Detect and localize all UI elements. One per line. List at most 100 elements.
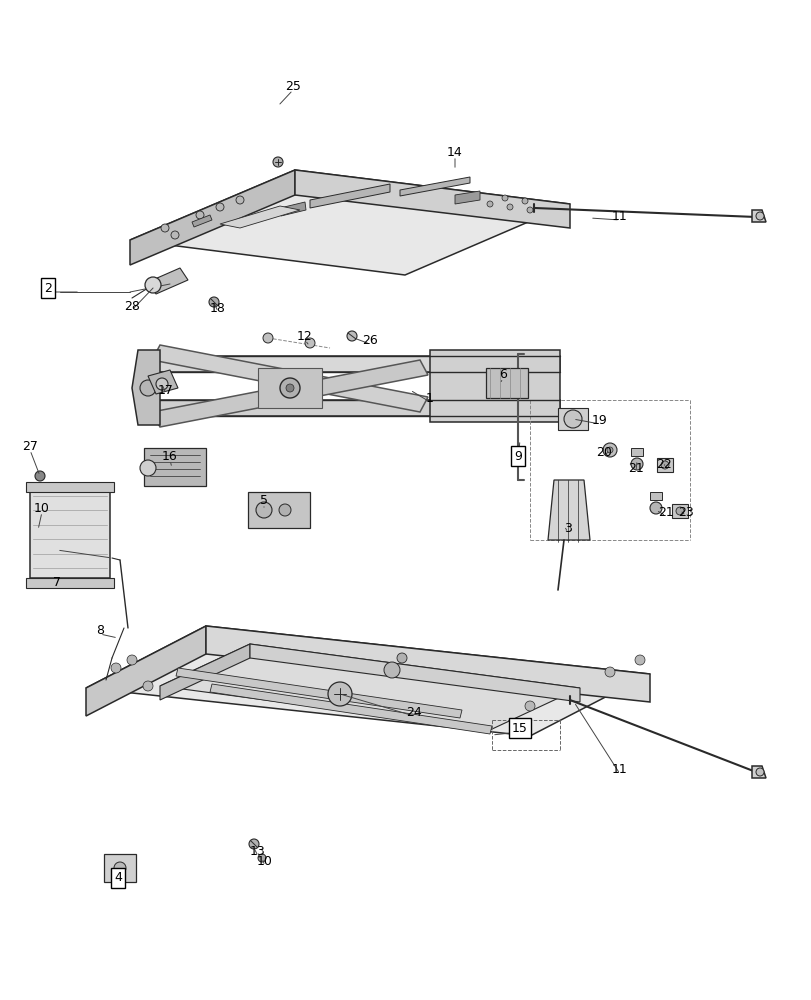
Text: 13: 13 [250, 845, 265, 858]
Polygon shape [250, 644, 579, 702]
Text: 27: 27 [22, 440, 38, 452]
Circle shape [397, 653, 406, 663]
Circle shape [280, 378, 299, 398]
Polygon shape [160, 644, 579, 730]
Polygon shape [160, 644, 250, 700]
Polygon shape [294, 170, 569, 228]
Text: 18: 18 [210, 302, 225, 314]
Circle shape [208, 297, 219, 307]
Circle shape [216, 203, 224, 211]
Circle shape [526, 207, 532, 213]
Text: 14: 14 [447, 146, 462, 159]
Circle shape [603, 443, 616, 457]
Circle shape [525, 701, 534, 711]
Circle shape [143, 681, 152, 691]
Circle shape [487, 201, 492, 207]
Circle shape [145, 277, 161, 293]
Text: 4: 4 [114, 871, 122, 884]
Circle shape [676, 507, 683, 515]
Circle shape [111, 663, 121, 673]
Text: 23: 23 [677, 506, 693, 518]
Circle shape [305, 338, 315, 348]
Polygon shape [220, 206, 299, 228]
Text: 9: 9 [513, 450, 521, 462]
Circle shape [649, 502, 661, 514]
Text: 15: 15 [512, 722, 527, 734]
Polygon shape [751, 210, 765, 222]
Polygon shape [247, 492, 310, 528]
Circle shape [328, 682, 351, 706]
Text: 6: 6 [499, 367, 506, 380]
Circle shape [506, 204, 513, 210]
Circle shape [272, 157, 283, 167]
Polygon shape [310, 184, 389, 208]
Polygon shape [191, 215, 212, 227]
Circle shape [630, 458, 642, 470]
Polygon shape [148, 400, 560, 416]
Text: 3: 3 [564, 522, 571, 534]
Polygon shape [130, 170, 569, 275]
Circle shape [35, 471, 45, 481]
Polygon shape [132, 350, 160, 425]
Text: 19: 19 [591, 414, 607, 426]
Polygon shape [751, 766, 765, 778]
Circle shape [156, 378, 168, 390]
Circle shape [755, 768, 763, 776]
Text: 1: 1 [426, 391, 433, 404]
Polygon shape [26, 482, 114, 492]
Polygon shape [148, 370, 178, 394]
Text: 10: 10 [257, 855, 272, 868]
Text: 22: 22 [655, 458, 671, 471]
Polygon shape [130, 170, 294, 265]
Polygon shape [400, 177, 470, 196]
Text: 25: 25 [285, 80, 301, 93]
Circle shape [236, 196, 243, 204]
Circle shape [285, 384, 294, 392]
Polygon shape [547, 480, 590, 540]
Text: 11: 11 [611, 210, 627, 223]
Polygon shape [430, 350, 560, 422]
Polygon shape [148, 268, 188, 294]
Circle shape [279, 504, 290, 516]
Text: 16: 16 [162, 450, 178, 462]
Circle shape [255, 502, 272, 518]
Circle shape [604, 667, 614, 677]
Text: 28: 28 [124, 300, 139, 312]
Polygon shape [486, 368, 527, 398]
Circle shape [384, 662, 400, 678]
Polygon shape [144, 448, 206, 486]
Circle shape [161, 224, 169, 232]
Polygon shape [26, 578, 114, 588]
Circle shape [114, 862, 126, 874]
Text: 5: 5 [260, 493, 268, 506]
Circle shape [258, 854, 266, 862]
Polygon shape [672, 504, 687, 518]
Polygon shape [176, 668, 461, 718]
Polygon shape [152, 345, 427, 412]
Circle shape [501, 195, 508, 201]
Circle shape [521, 198, 527, 204]
Polygon shape [454, 191, 479, 204]
Text: 17: 17 [158, 383, 174, 396]
Text: 21: 21 [628, 462, 643, 475]
Text: 8: 8 [96, 624, 104, 637]
Circle shape [346, 331, 357, 341]
Text: 12: 12 [297, 330, 312, 342]
Circle shape [634, 655, 644, 665]
Polygon shape [280, 202, 306, 216]
Polygon shape [148, 356, 560, 372]
Circle shape [660, 461, 668, 469]
Polygon shape [206, 626, 649, 702]
Polygon shape [104, 854, 135, 882]
Circle shape [195, 211, 204, 219]
Polygon shape [258, 368, 322, 408]
Circle shape [755, 212, 763, 220]
Text: 20: 20 [595, 446, 611, 458]
Circle shape [127, 655, 137, 665]
Circle shape [564, 410, 581, 428]
Circle shape [139, 380, 156, 396]
Polygon shape [86, 626, 649, 736]
Text: 21: 21 [657, 506, 673, 518]
Polygon shape [30, 486, 109, 578]
Text: 24: 24 [406, 706, 422, 718]
